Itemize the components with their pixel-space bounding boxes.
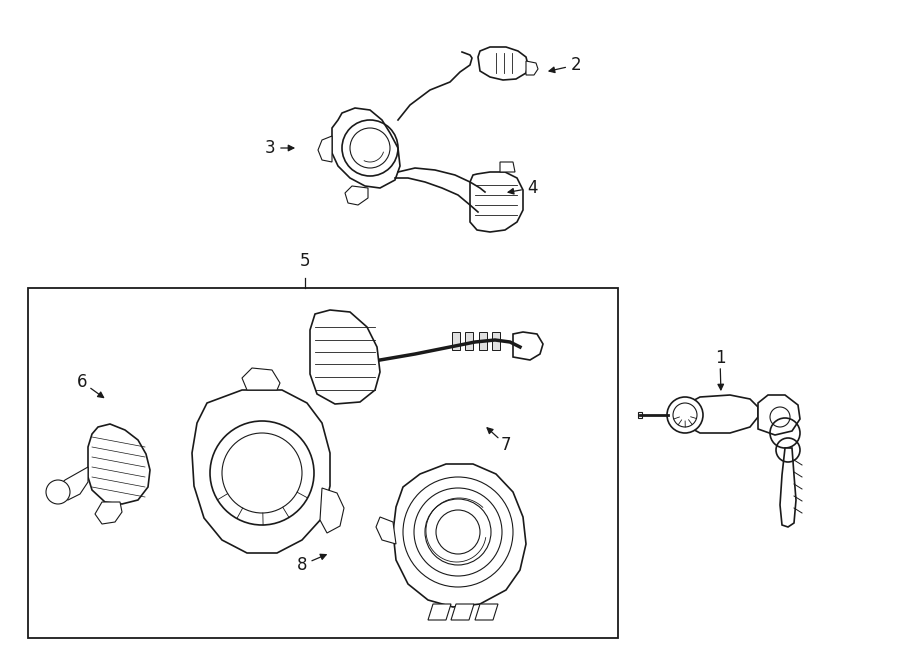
Polygon shape (478, 47, 528, 80)
Text: 2: 2 (571, 56, 581, 74)
Text: 3: 3 (265, 139, 275, 157)
Polygon shape (242, 368, 280, 390)
Text: 7: 7 (500, 436, 511, 454)
Circle shape (210, 421, 314, 525)
Circle shape (667, 397, 703, 433)
Polygon shape (376, 517, 396, 544)
Polygon shape (192, 390, 330, 553)
Text: 1: 1 (715, 349, 725, 367)
Bar (638, 412, 642, 418)
Polygon shape (428, 604, 451, 620)
Polygon shape (780, 448, 796, 527)
Text: 5: 5 (300, 252, 310, 270)
Bar (492, 332, 500, 350)
Bar (479, 332, 487, 350)
Polygon shape (758, 395, 800, 435)
Polygon shape (318, 136, 332, 162)
Polygon shape (475, 604, 498, 620)
Polygon shape (470, 172, 523, 232)
Text: 6: 6 (76, 373, 87, 391)
Circle shape (770, 407, 790, 427)
Bar (452, 332, 460, 350)
Polygon shape (345, 186, 368, 205)
Bar (28, 288, 618, 638)
Polygon shape (513, 332, 543, 360)
Circle shape (46, 480, 70, 504)
Polygon shape (95, 502, 122, 524)
Polygon shape (310, 310, 380, 404)
Polygon shape (393, 464, 526, 607)
Polygon shape (58, 467, 88, 500)
Polygon shape (500, 162, 515, 172)
Bar (465, 332, 473, 350)
Polygon shape (320, 488, 344, 533)
Text: 4: 4 (526, 179, 537, 197)
Polygon shape (526, 61, 538, 75)
Polygon shape (451, 604, 474, 620)
Polygon shape (685, 395, 758, 433)
Polygon shape (88, 424, 150, 504)
Text: 8: 8 (297, 556, 307, 574)
Polygon shape (332, 108, 400, 188)
